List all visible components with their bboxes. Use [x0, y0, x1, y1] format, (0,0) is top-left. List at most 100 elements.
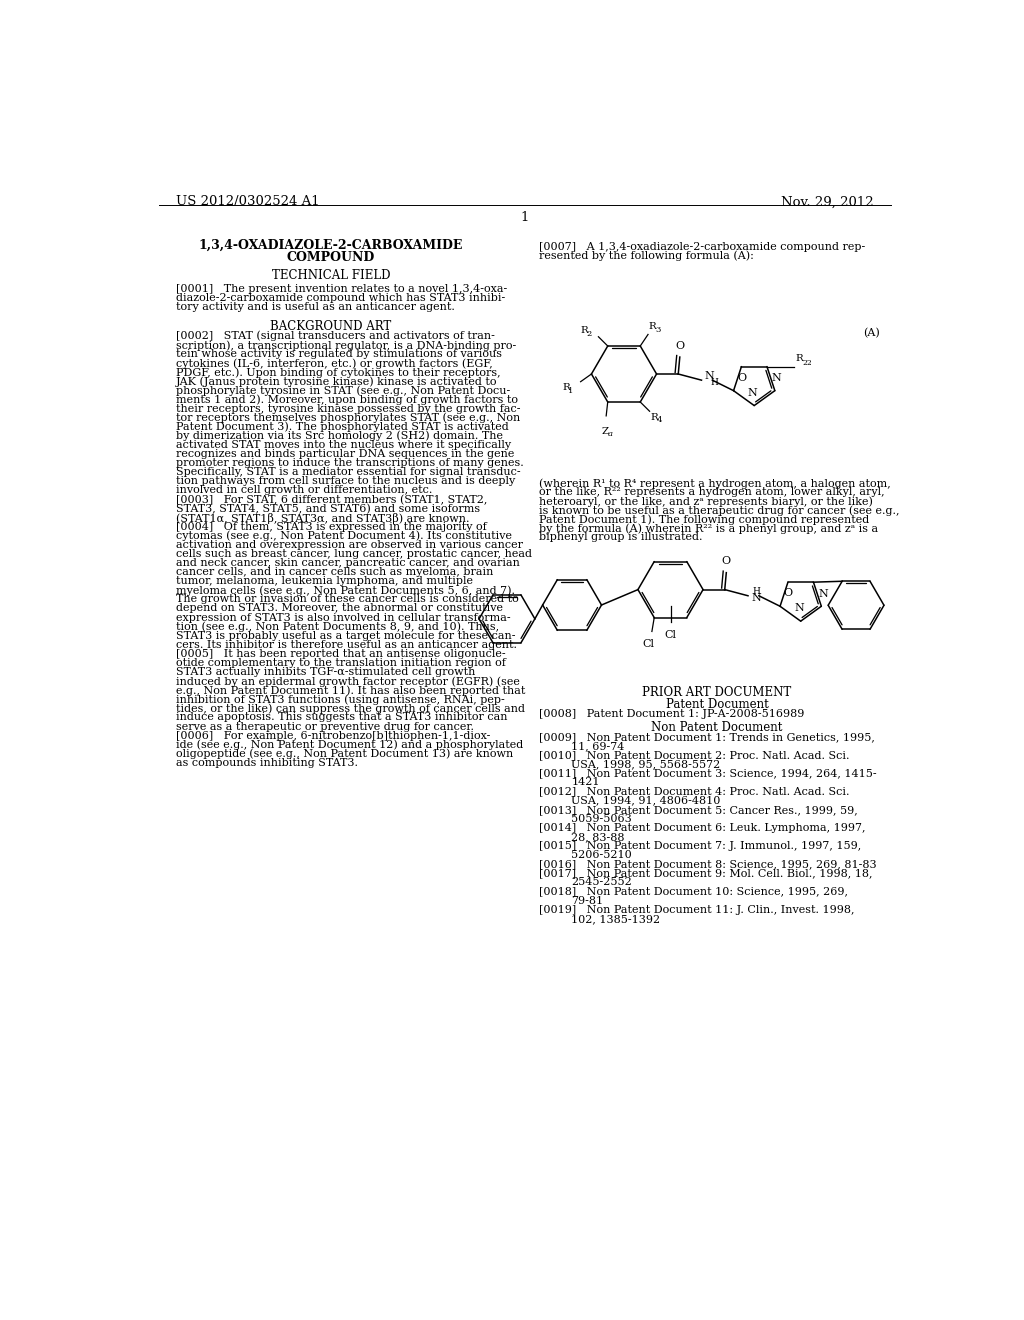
Text: N: N: [748, 388, 758, 397]
Text: cytokines (IL-6, interferon, etc.) or growth factors (EGF,: cytokines (IL-6, interferon, etc.) or gr…: [176, 358, 493, 368]
Text: [0005]   It has been reported that an antisense oligonucle-: [0005] It has been reported that an anti…: [176, 649, 506, 659]
Text: TECHNICAL FIELD: TECHNICAL FIELD: [271, 268, 390, 281]
Text: Patent Document 3). The phosphorylated STAT is activated: Patent Document 3). The phosphorylated S…: [176, 422, 509, 433]
Text: Specifically, STAT is a mediator essential for signal transduc-: Specifically, STAT is a mediator essenti…: [176, 467, 520, 477]
Text: activated STAT moves into the nucleus where it specifically: activated STAT moves into the nucleus wh…: [176, 440, 511, 450]
Text: 2545-2552: 2545-2552: [571, 878, 632, 887]
Text: O: O: [737, 372, 746, 383]
Text: tion (see e.g., Non Patent Documents 8, 9, and 10). Thus,: tion (see e.g., Non Patent Documents 8, …: [176, 622, 499, 632]
Text: involved in cell growth or differentiation, etc.: involved in cell growth or differentiati…: [176, 486, 432, 495]
Text: O: O: [783, 589, 793, 598]
Text: depend on STAT3. Moreover, the abnormal or constitutive: depend on STAT3. Moreover, the abnormal …: [176, 603, 503, 614]
Text: tein whose activity is regulated by stimulations of various: tein whose activity is regulated by stim…: [176, 348, 502, 359]
Text: [0014]   Non Patent Document 6: Leuk. Lymphoma, 1997,: [0014] Non Patent Document 6: Leuk. Lymp…: [539, 822, 865, 833]
Text: US 2012/0302524 A1: US 2012/0302524 A1: [176, 195, 319, 209]
Text: N: N: [705, 371, 715, 381]
Text: myeloma cells (see e.g., Non Patent Documents 5, 6, and 7).: myeloma cells (see e.g., Non Patent Docu…: [176, 585, 515, 595]
Text: heteroaryl, or the like, and zᵃ represents biaryl, or the like): heteroaryl, or the like, and zᵃ represen…: [539, 496, 872, 507]
Text: [0009]   Non Patent Document 1: Trends in Genetics, 1995,: [0009] Non Patent Document 1: Trends in …: [539, 733, 874, 742]
Text: expression of STAT3 is also involved in cellular transforma-: expression of STAT3 is also involved in …: [176, 612, 511, 623]
Text: [0011]   Non Patent Document 3: Science, 1994, 264, 1415-: [0011] Non Patent Document 3: Science, 1…: [539, 768, 877, 779]
Text: cells such as breast cancer, lung cancer, prostatic cancer, head: cells such as breast cancer, lung cancer…: [176, 549, 532, 558]
Text: Patent Document 1). The following compound represented: Patent Document 1). The following compou…: [539, 515, 869, 525]
Text: [0002]   STAT (signal transducers and activators of tran-: [0002] STAT (signal transducers and acti…: [176, 331, 495, 342]
Text: 79-81: 79-81: [571, 895, 603, 906]
Text: R: R: [796, 355, 804, 363]
Text: [0010]   Non Patent Document 2: Proc. Natl. Acad. Sci.: [0010] Non Patent Document 2: Proc. Natl…: [539, 750, 849, 760]
Text: scription), a transcriptional regulator, is a DNA-binding pro-: scription), a transcriptional regulator,…: [176, 341, 516, 351]
Text: cytomas (see e.g., Non Patent Document 4). Its constitutive: cytomas (see e.g., Non Patent Document 4…: [176, 531, 512, 541]
Text: diazole-2-carboxamide compound which has STAT3 inhibi-: diazole-2-carboxamide compound which has…: [176, 293, 505, 304]
Text: O: O: [722, 557, 731, 566]
Text: (A): (A): [863, 327, 880, 338]
Text: USA, 1998, 95, 5568-5572: USA, 1998, 95, 5568-5572: [571, 759, 721, 770]
Text: phosphorylate tyrosine in STAT (see e.g., Non Patent Docu-: phosphorylate tyrosine in STAT (see e.g.…: [176, 385, 510, 396]
Text: R: R: [581, 326, 589, 335]
Text: [0012]   Non Patent Document 4: Proc. Natl. Acad. Sci.: [0012] Non Patent Document 4: Proc. Natl…: [539, 787, 849, 796]
Text: [0004]   Of them, STAT3 is expressed in the majority of: [0004] Of them, STAT3 is expressed in th…: [176, 521, 486, 532]
Text: (wherein R¹ to R⁴ represent a hydrogen atom, a halogen atom,: (wherein R¹ to R⁴ represent a hydrogen a…: [539, 478, 891, 488]
Text: 1,3,4-OXADIAZOLE-2-CARBOXAMIDE: 1,3,4-OXADIAZOLE-2-CARBOXAMIDE: [199, 239, 463, 252]
Text: cancer cells, and in cancer cells such as myeloma, brain: cancer cells, and in cancer cells such a…: [176, 568, 494, 577]
Text: [0019]   Non Patent Document 11: J. Clin., Invest. 1998,: [0019] Non Patent Document 11: J. Clin.,…: [539, 904, 854, 915]
Text: induced by an epidermal growth factor receptor (EGFR) (see: induced by an epidermal growth factor re…: [176, 676, 520, 686]
Text: H: H: [710, 378, 718, 387]
Text: 4: 4: [656, 416, 663, 424]
Text: tion pathways from cell surface to the nucleus and is deeply: tion pathways from cell surface to the n…: [176, 477, 515, 486]
Text: USA, 1994, 91, 4806-4810: USA, 1994, 91, 4806-4810: [571, 796, 721, 805]
Text: tory activity and is useful as an anticancer agent.: tory activity and is useful as an antica…: [176, 302, 455, 312]
Text: COMPOUND: COMPOUND: [287, 251, 375, 264]
Text: 2: 2: [587, 330, 592, 338]
Text: as compounds inhibiting STAT3.: as compounds inhibiting STAT3.: [176, 758, 358, 768]
Text: ments 1 and 2). Moreover, upon binding of growth factors to: ments 1 and 2). Moreover, upon binding o…: [176, 395, 518, 405]
Text: oligopeptide (see e.g., Non Patent Document 13) are known: oligopeptide (see e.g., Non Patent Docum…: [176, 748, 513, 759]
Text: tor receptors themselves phosphorylates STAT (see e.g., Non: tor receptors themselves phosphorylates …: [176, 413, 520, 424]
Text: N: N: [795, 603, 804, 614]
Text: [0017]   Non Patent Document 9: Mol. Cell. Biol., 1998, 18,: [0017] Non Patent Document 9: Mol. Cell.…: [539, 869, 872, 878]
Text: R: R: [562, 383, 569, 392]
Text: The growth or invasion of these cancer cells is considered to: The growth or invasion of these cancer c…: [176, 594, 519, 605]
Text: N: N: [751, 593, 761, 603]
Text: e.g., Non Patent Document 11). It has also been reported that: e.g., Non Patent Document 11). It has al…: [176, 685, 525, 696]
Text: (STAT1α, STAT1β, STAT3α, and STAT3β) are known.: (STAT1α, STAT1β, STAT3α, and STAT3β) are…: [176, 512, 470, 524]
Text: 1: 1: [568, 387, 573, 395]
Text: [0006]   For example, 6-nitrobenzo[b]thiophen-1,1-diox-: [0006] For example, 6-nitrobenzo[b]thiop…: [176, 731, 490, 741]
Text: JAK (Janus protein tyrosine kinase) kinase is activated to: JAK (Janus protein tyrosine kinase) kina…: [176, 376, 498, 387]
Text: activation and overexpression are observed in various cancer: activation and overexpression are observ…: [176, 540, 523, 550]
Text: Non Patent Document: Non Patent Document: [651, 721, 782, 734]
Text: Patent Document: Patent Document: [666, 698, 768, 711]
Text: and neck cancer, skin cancer, pancreatic cancer, and ovarian: and neck cancer, skin cancer, pancreatic…: [176, 558, 520, 568]
Text: promoter regions to induce the transcriptions of many genes.: promoter regions to induce the transcrip…: [176, 458, 524, 469]
Text: or the like, R²² represents a hydrogen atom, lower alkyl, aryl,: or the like, R²² represents a hydrogen a…: [539, 487, 885, 498]
Text: BACKGROUND ART: BACKGROUND ART: [270, 321, 391, 333]
Text: recognizes and binds particular DNA sequences in the gene: recognizes and binds particular DNA sequ…: [176, 449, 514, 459]
Text: [0001]   The present invention relates to a novel 1,3,4-oxa-: [0001] The present invention relates to …: [176, 284, 507, 294]
Text: serve as a therapeutic or preventive drug for cancer.: serve as a therapeutic or preventive dru…: [176, 722, 474, 731]
Text: N: N: [818, 589, 827, 598]
Text: by dimerization via its Src homology 2 (SH2) domain. The: by dimerization via its Src homology 2 (…: [176, 430, 503, 441]
Text: by the formula (A) wherein R²² is a phenyl group, and zᵃ is a: by the formula (A) wherein R²² is a phen…: [539, 524, 878, 535]
Text: N: N: [771, 374, 781, 383]
Text: H: H: [753, 586, 761, 595]
Text: 1: 1: [520, 211, 529, 224]
Text: [0015]   Non Patent Document 7: J. Immunol., 1997, 159,: [0015] Non Patent Document 7: J. Immunol…: [539, 841, 861, 851]
Text: R: R: [650, 413, 658, 422]
Text: 28, 83-88: 28, 83-88: [571, 832, 625, 842]
Text: Cl: Cl: [665, 630, 677, 640]
Text: 3: 3: [655, 326, 660, 334]
Text: [0007]   A 1,3,4-oxadiazole-2-carboxamide compound rep-: [0007] A 1,3,4-oxadiazole-2-carboxamide …: [539, 242, 865, 252]
Text: STAT3 is probably useful as a target molecule for these can-: STAT3 is probably useful as a target mol…: [176, 631, 515, 640]
Text: STAT3, STAT4, STAT5, and STAT6) and some isoforms: STAT3, STAT4, STAT5, and STAT6) and some…: [176, 503, 480, 513]
Text: otide complementary to the translation initiation region of: otide complementary to the translation i…: [176, 657, 506, 668]
Text: STAT3 actually inhibits TGF-α-stimulated cell growth: STAT3 actually inhibits TGF-α-stimulated…: [176, 667, 475, 677]
Text: 11, 69-74: 11, 69-74: [571, 741, 625, 751]
Text: Nov. 29, 2012: Nov. 29, 2012: [781, 195, 873, 209]
Text: biphenyl group is illustrated.: biphenyl group is illustrated.: [539, 532, 702, 543]
Text: [0008]   Patent Document 1: JP-A-2008-516989: [0008] Patent Document 1: JP-A-2008-5169…: [539, 709, 804, 719]
Text: is known to be useful as a therapeutic drug for cancer (see e.g.,: is known to be useful as a therapeutic d…: [539, 506, 899, 516]
Text: 22: 22: [803, 359, 812, 367]
Text: resented by the following formula (A):: resented by the following formula (A):: [539, 251, 754, 261]
Text: inhibition of STAT3 functions (using antisense, RNAi, pep-: inhibition of STAT3 functions (using ant…: [176, 694, 505, 705]
Text: [0003]   For STAT, 6 different members (STAT1, STAT2,: [0003] For STAT, 6 different members (ST…: [176, 495, 487, 504]
Text: induce apoptosis. This suggests that a STAT3 inhibitor can: induce apoptosis. This suggests that a S…: [176, 713, 508, 722]
